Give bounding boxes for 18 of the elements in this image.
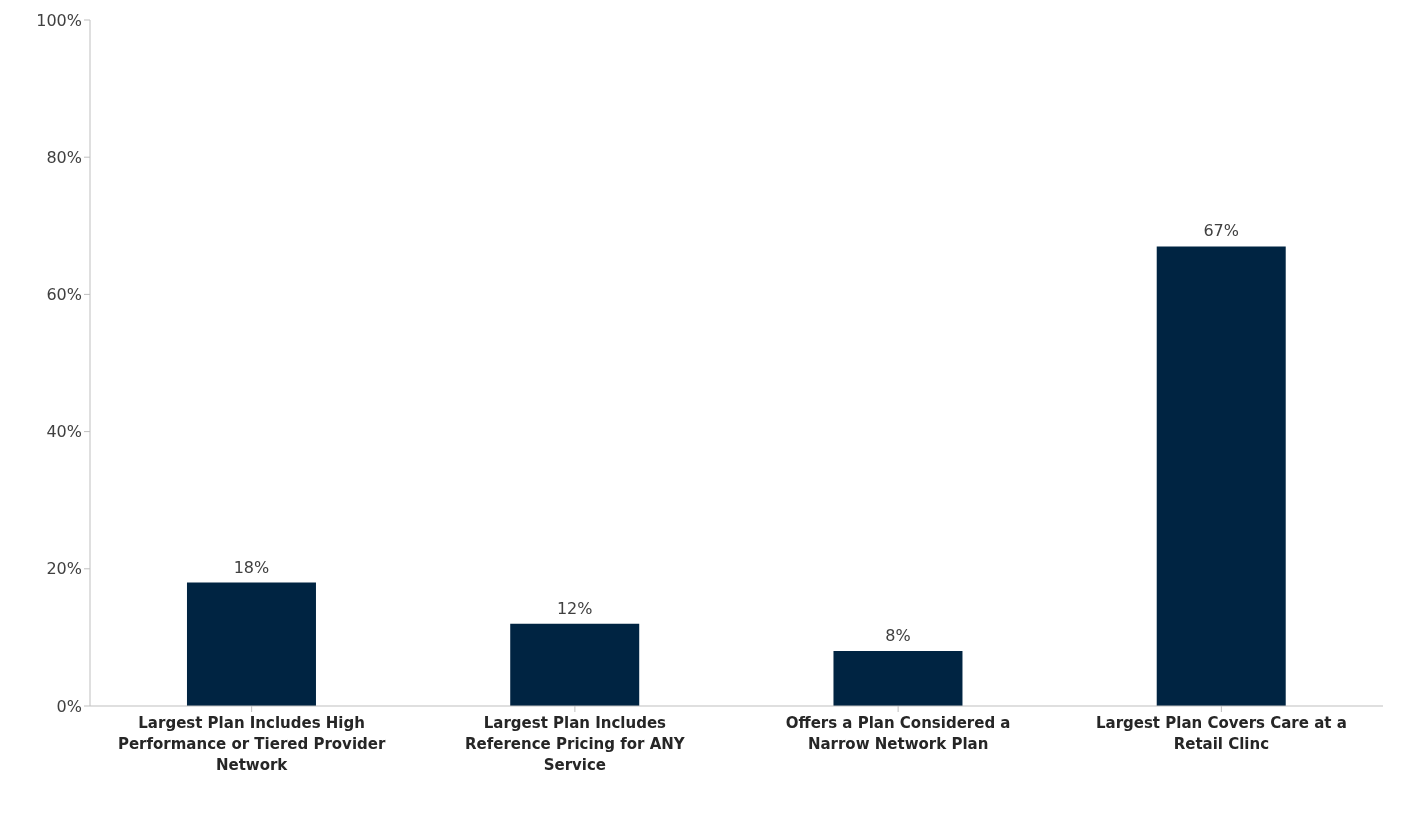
data-label: 8%: [885, 626, 911, 646]
data-label: 12%: [556, 598, 593, 618]
y-tick-label: 20%: [46, 559, 82, 579]
bar: [510, 623, 640, 706]
x-tick-label: Offers a Plan Considered a Narrow Network Plan: [785, 714, 1011, 753]
bar: [833, 651, 963, 706]
x-tick-label: Largest Plan Includes High Performance or Tiered Provider Network: [117, 714, 386, 774]
x-tick-label: Largest Plan Covers Care at a Retail Clinc: [1095, 714, 1347, 753]
data-label: 18%: [233, 557, 270, 577]
y-tick-label: 40%: [46, 422, 82, 442]
x-tick-label: Largest Plan Includes Reference Pricing for ANY Service: [465, 714, 686, 774]
data-label: 67%: [1203, 221, 1240, 241]
bar: [1156, 246, 1286, 706]
y-tick-label: 80%: [46, 147, 82, 167]
bar: [186, 582, 316, 706]
y-tick-label: 0%: [56, 696, 82, 716]
y-tick-label: 100%: [36, 10, 82, 30]
y-tick-label: 60%: [46, 285, 82, 305]
